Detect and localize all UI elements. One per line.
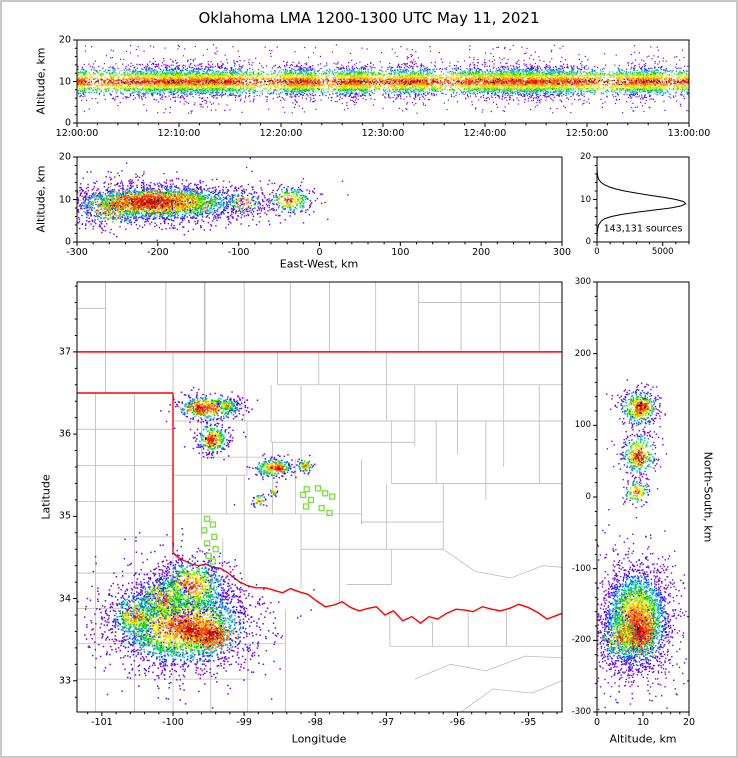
figure-title: Oklahoma LMA 1200-1300 UTC May 11, 2021 xyxy=(198,9,540,27)
y-tick-label: 0 xyxy=(64,117,71,129)
x-tick-label: 200 xyxy=(472,247,491,258)
x-tick-label: 12:50:00 xyxy=(565,128,609,139)
x-tick-label: -200 xyxy=(147,247,169,258)
x-tick-label: -300 xyxy=(66,247,88,258)
x-tick-label: 0 xyxy=(594,247,600,257)
x-tick-label: -97 xyxy=(378,717,395,728)
y-tick-label: 33 xyxy=(58,675,71,687)
x-tick-label: -101 xyxy=(91,717,113,728)
y-tick-label: 100 xyxy=(574,420,591,431)
x-tick-label: -96 xyxy=(449,717,466,728)
y-tick-label: 35 xyxy=(58,510,71,522)
x-tick-label: 20 xyxy=(682,717,696,728)
y-tick-label: 10 xyxy=(580,194,591,205)
y-tick-label: 34 xyxy=(58,593,71,605)
x-tick-label: -99 xyxy=(236,717,252,728)
y-tick-label: 10 xyxy=(58,76,71,87)
y-tick-label: -200 xyxy=(571,635,591,646)
plan-view-map-canvas xyxy=(69,274,570,720)
y-tick-label: 300 xyxy=(574,277,591,287)
time-panel-y-axis-label: Altitude, km xyxy=(34,47,48,115)
x-tick-label: 300 xyxy=(552,247,572,258)
x-tick-label: 13:00:00 xyxy=(667,128,711,139)
x-tick-label: 5000 xyxy=(651,247,674,257)
y-tick-label: 10 xyxy=(58,194,71,205)
x-tick-label: -95 xyxy=(520,717,537,728)
ew-panel-y-axis-label: Altitude, km xyxy=(34,165,48,233)
y-tick-label: 36 xyxy=(58,428,71,440)
altitude-histogram-panel-canvas xyxy=(589,149,697,250)
x-tick-label: 12:20:00 xyxy=(259,128,303,139)
north-south-altitude-panel-canvas xyxy=(589,274,697,720)
y-tick-label: 0 xyxy=(585,237,591,247)
x-tick-label: 100 xyxy=(391,247,410,258)
y-tick-label: 20 xyxy=(580,152,591,162)
x-tick-label: 0 xyxy=(316,247,323,258)
map-x-axis-label: Longitude xyxy=(291,732,347,746)
x-tick-label: 10 xyxy=(636,717,650,728)
y-tick-label: 20 xyxy=(58,34,71,46)
x-tick-label: 12:40:00 xyxy=(463,128,507,139)
x-tick-label: 12:10:00 xyxy=(157,128,201,139)
y-tick-label: 0 xyxy=(64,236,71,248)
east-west-altitude-panel-canvas xyxy=(69,149,570,250)
x-tick-label: -98 xyxy=(307,717,323,728)
map-y-axis-label: Latitude xyxy=(39,474,53,520)
x-tick-label: -100 xyxy=(162,717,184,728)
source-count-annotation: 143,131 sources xyxy=(603,223,683,235)
ns-panel-right-axis-label: North-South, km xyxy=(701,451,715,543)
ns-panel-x-axis-label: Altitude, km xyxy=(609,732,677,746)
y-tick-label: 20 xyxy=(58,151,71,163)
y-tick-label: 37 xyxy=(58,346,71,358)
x-tick-label: -100 xyxy=(227,247,250,258)
time-height-panel-canvas xyxy=(69,32,697,131)
y-tick-label: -100 xyxy=(571,563,591,574)
y-tick-label: -300 xyxy=(571,707,591,717)
x-tick-label: 12:00:00 xyxy=(55,128,99,139)
x-tick-label: 0 xyxy=(593,717,601,728)
x-tick-label: 12:30:00 xyxy=(361,128,405,139)
y-tick-label: 200 xyxy=(574,348,591,359)
ew-panel-x-axis-label: East-West, km xyxy=(279,257,359,271)
y-tick-label: 0 xyxy=(585,492,591,502)
